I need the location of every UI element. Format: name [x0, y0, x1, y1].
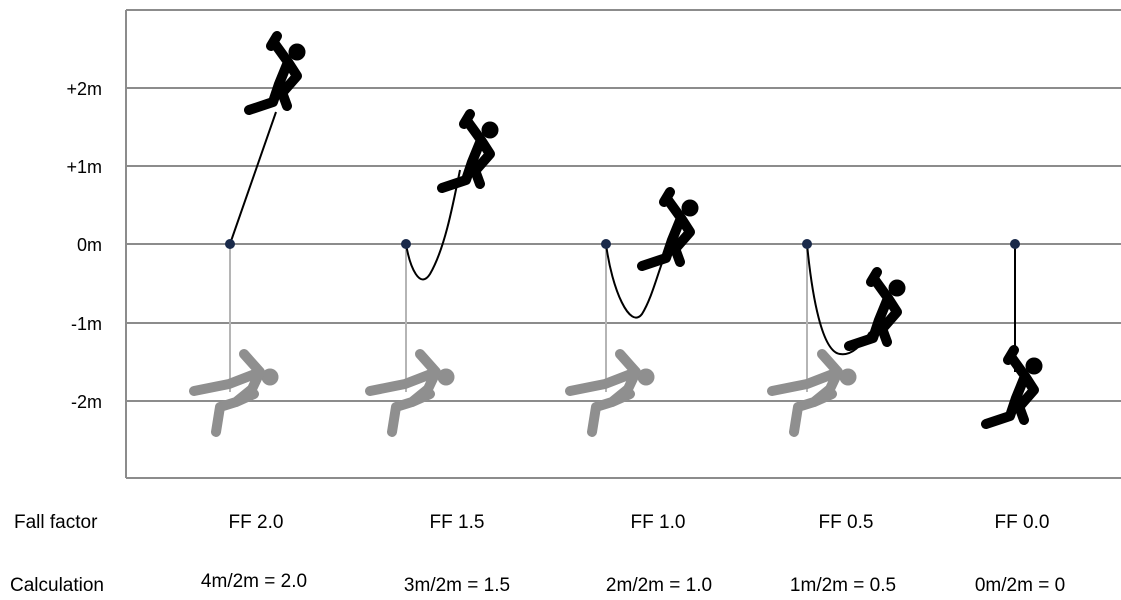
- ff-label-1: FF 2.0: [229, 512, 284, 533]
- ff-label-2: FF 1.5: [430, 512, 485, 533]
- rope: [229, 111, 277, 245]
- calc-label-2: 3m/2m = 1.5: [404, 575, 510, 596]
- ff-label-4: FF 0.5: [819, 512, 874, 533]
- calc-label-4: 1m/2m = 0.5: [790, 575, 896, 596]
- fall-factor-row-label: Fall factor: [14, 512, 98, 533]
- y-label-minus-1m: -1m: [71, 314, 102, 334]
- y-label-plus-2m: +2m: [66, 79, 102, 99]
- scenario-ff-2-0: [194, 36, 305, 432]
- fallen-climber-figure: [772, 354, 856, 432]
- y-label-0m: 0m: [77, 235, 102, 255]
- anchor-point: [401, 239, 411, 249]
- rope: [605, 243, 667, 319]
- y-label-minus-2m: -2m: [71, 392, 102, 412]
- calc-label-3: 2m/2m = 1.0: [606, 575, 712, 596]
- climber-figure: [849, 272, 905, 346]
- climber-figure: [642, 192, 698, 266]
- anchor-point: [1010, 239, 1020, 249]
- scenario-ff-1-5: [370, 114, 498, 432]
- fallen-climber-figure: [570, 354, 654, 432]
- fallen-climber-figure: [370, 354, 454, 432]
- climber-figure: [986, 350, 1042, 424]
- y-axis-labels: +2m +1m 0m -1m -2m: [66, 79, 102, 412]
- y-label-plus-1m: +1m: [66, 157, 102, 177]
- scenario-ff-0-0: [986, 239, 1042, 424]
- anchor-point: [601, 239, 611, 249]
- fallen-climber-figure: [194, 354, 278, 432]
- calc-label-1: 4m/2m = 2.0: [201, 571, 307, 592]
- rope: [405, 169, 461, 281]
- climber-figure: [442, 114, 498, 188]
- anchor-point: [802, 239, 812, 249]
- climber-figure: [249, 36, 305, 110]
- calc-label-5: 0m/2m = 0: [975, 575, 1065, 596]
- calculation-row-label: Calculation: [10, 575, 104, 596]
- scenario-ff-1-0: [570, 192, 698, 432]
- scenario-ff-0-5: [772, 239, 905, 432]
- ff-label-5: FF 0.0: [995, 512, 1050, 533]
- ff-label-3: FF 1.0: [631, 512, 686, 533]
- anchor-point: [225, 239, 235, 249]
